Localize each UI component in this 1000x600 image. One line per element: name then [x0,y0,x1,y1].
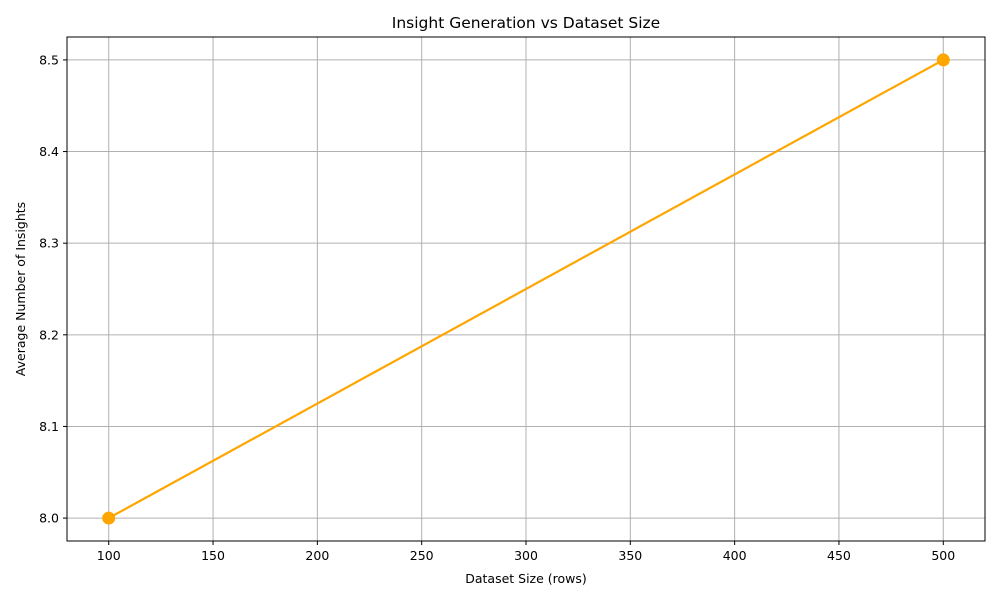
data-series [102,53,950,525]
x-tick-label: 350 [618,548,642,563]
chart-title: Insight Generation vs Dataset Size [392,14,660,32]
x-tick-label: 300 [514,548,538,563]
x-tick-label: 250 [410,548,434,563]
y-tick-label: 8.3 [39,236,59,251]
y-axis-label: Average Number of Insights [13,202,28,376]
x-axis-label: Dataset Size (rows) [465,571,587,586]
x-tick-label: 450 [827,548,851,563]
y-tick-label: 8.2 [39,327,59,342]
x-tick-label: 100 [97,548,121,563]
x-tick-label: 400 [723,548,747,563]
data-point [102,511,116,525]
series-line [108,58,944,520]
grid [67,37,985,541]
x-tick-label: 500 [931,548,955,563]
data-point [936,53,950,67]
y-tick-label: 8.4 [39,144,59,159]
y-tick-label: 8.5 [39,52,59,67]
y-tick-label: 8.1 [39,419,59,434]
x-tick-label: 200 [305,548,329,563]
axis-ticks: 100 150 200 250 300 350 400 450 500 8.0 8.1 8.2 8.3 8… [39,52,955,563]
y-tick-label: 8.0 [39,511,59,526]
x-tick-label: 150 [201,548,225,563]
